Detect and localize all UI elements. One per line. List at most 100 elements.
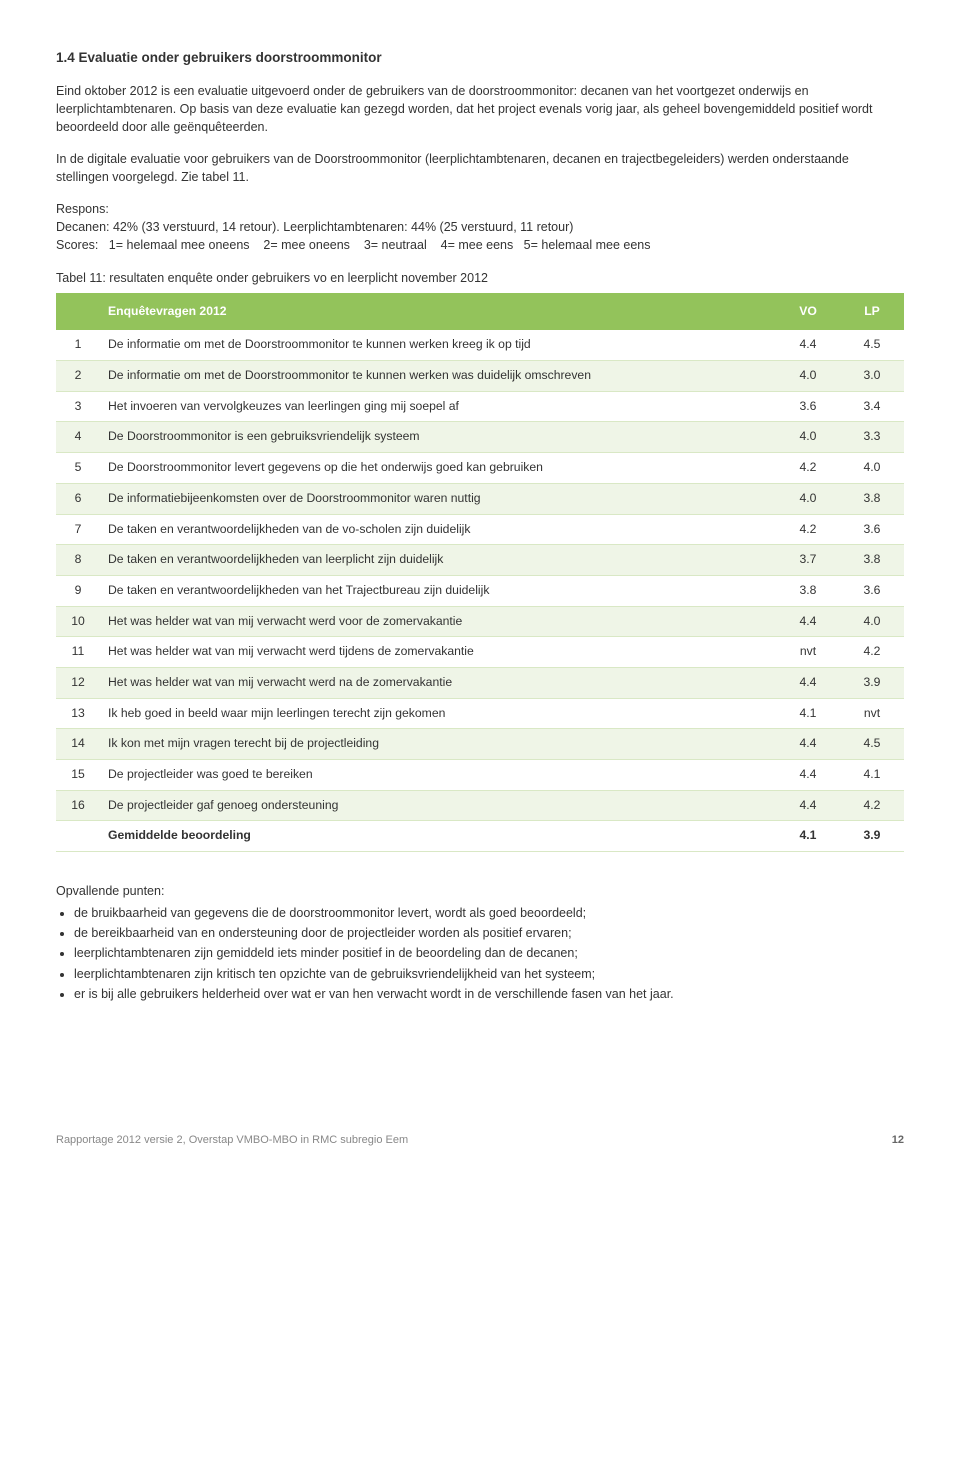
- row-question: Ik kon met mijn vragen terecht bij de pr…: [100, 729, 776, 760]
- row-lp: 3.3: [840, 422, 904, 453]
- row-number: 11: [56, 637, 100, 668]
- row-number: 14: [56, 729, 100, 760]
- row-number: 15: [56, 760, 100, 791]
- row-question: Gemiddelde beoordeling: [100, 821, 776, 852]
- list-item: leerplichtambtenaren zijn kritisch ten o…: [74, 965, 904, 983]
- row-number: 1: [56, 330, 100, 360]
- list-item: de bruikbaarheid van gegevens die de doo…: [74, 904, 904, 922]
- respons-label: Respons:: [56, 200, 904, 218]
- row-question: De projectleider was goed te bereiken: [100, 760, 776, 791]
- row-number: 2: [56, 361, 100, 392]
- row-question: De taken en verantwoordelijkheden van he…: [100, 575, 776, 606]
- table-row: 6De informatiebijeenkomsten over de Door…: [56, 483, 904, 514]
- row-number: 13: [56, 698, 100, 729]
- table-row: 3Het invoeren van vervolgkeuzes van leer…: [56, 391, 904, 422]
- row-vo: 4.0: [776, 483, 840, 514]
- row-number: 10: [56, 606, 100, 637]
- row-lp: 3.9: [840, 667, 904, 698]
- row-question: Het was helder wat van mij verwacht werd…: [100, 637, 776, 668]
- table-header-row: Enquêtevragen 2012 VO LP: [56, 293, 904, 331]
- row-vo: 4.4: [776, 667, 840, 698]
- row-vo: 3.6: [776, 391, 840, 422]
- row-vo: 4.0: [776, 422, 840, 453]
- table-row: 15De projectleider was goed te bereiken4…: [56, 760, 904, 791]
- footer-pagenum: 12: [892, 1133, 904, 1149]
- row-number: 5: [56, 453, 100, 484]
- opvallende-label: Opvallende punten:: [56, 882, 904, 900]
- table-row: 9De taken en verantwoordelijkheden van h…: [56, 575, 904, 606]
- row-question: De taken en verantwoordelijkheden van le…: [100, 545, 776, 576]
- row-question: De taken en verantwoordelijkheden van de…: [100, 514, 776, 545]
- table-header-blank: [56, 293, 100, 331]
- row-vo: 4.4: [776, 790, 840, 821]
- row-number: 12: [56, 667, 100, 698]
- opvallende-section: Opvallende punten: de bruikbaarheid van …: [56, 882, 904, 1003]
- respons-line-1: Decanen: 42% (33 verstuurd, 14 retour). …: [56, 218, 904, 236]
- row-lp: 3.0: [840, 361, 904, 392]
- row-lp: 3.8: [840, 483, 904, 514]
- table-row: 2De informatie om met de Doorstroommonit…: [56, 361, 904, 392]
- row-vo: 4.4: [776, 729, 840, 760]
- row-question: Ik heb goed in beeld waar mijn leerlinge…: [100, 698, 776, 729]
- section-heading: 1.4 Evaluatie onder gebruikers doorstroo…: [56, 48, 904, 68]
- row-number: 8: [56, 545, 100, 576]
- table-row: 13Ik heb goed in beeld waar mijn leerlin…: [56, 698, 904, 729]
- row-lp: 4.2: [840, 637, 904, 668]
- table-row: 1De informatie om met de Doorstroommonit…: [56, 330, 904, 360]
- row-vo: 4.4: [776, 760, 840, 791]
- row-number: 4: [56, 422, 100, 453]
- row-lp: 4.1: [840, 760, 904, 791]
- row-vo: 4.1: [776, 821, 840, 852]
- row-lp: 4.5: [840, 330, 904, 360]
- respons-line-2: Scores: 1= helemaal mee oneens 2= mee on…: [56, 236, 904, 254]
- row-question: De Doorstroommonitor is een gebruiksvrie…: [100, 422, 776, 453]
- row-lp: 4.0: [840, 606, 904, 637]
- row-question: De informatie om met de Doorstroommonito…: [100, 361, 776, 392]
- table-row: 10Het was helder wat van mij verwacht we…: [56, 606, 904, 637]
- row-vo: nvt: [776, 637, 840, 668]
- intro-paragraph-2: In de digitale evaluatie voor gebruikers…: [56, 150, 904, 186]
- row-question: Het invoeren van vervolgkeuzes van leerl…: [100, 391, 776, 422]
- table-header-vo: VO: [776, 293, 840, 331]
- table-header-question: Enquêtevragen 2012: [100, 293, 776, 331]
- row-vo: 4.4: [776, 330, 840, 360]
- table-header-lp: LP: [840, 293, 904, 331]
- row-question: Het was helder wat van mij verwacht werd…: [100, 667, 776, 698]
- table-row: 16De projectleider gaf genoeg ondersteun…: [56, 790, 904, 821]
- table-row: 14Ik kon met mijn vragen terecht bij de …: [56, 729, 904, 760]
- row-lp: 3.8: [840, 545, 904, 576]
- list-item: de bereikbaarheid van en ondersteuning d…: [74, 924, 904, 942]
- row-lp: 3.6: [840, 514, 904, 545]
- respons-block: Respons: Decanen: 42% (33 verstuurd, 14 …: [56, 200, 904, 254]
- table-caption: Tabel 11: resultaten enquête onder gebru…: [56, 269, 904, 287]
- table-row: 7De taken en verantwoordelijkheden van d…: [56, 514, 904, 545]
- row-vo: 4.2: [776, 514, 840, 545]
- row-lp: 4.2: [840, 790, 904, 821]
- table-row: 4De Doorstroommonitor is een gebruiksvri…: [56, 422, 904, 453]
- row-question: De Doorstroommonitor levert gegevens op …: [100, 453, 776, 484]
- row-vo: 4.2: [776, 453, 840, 484]
- page-footer: Rapportage 2012 versie 2, Overstap VMBO-…: [56, 1133, 904, 1149]
- intro-paragraph-1: Eind oktober 2012 is een evaluatie uitge…: [56, 82, 904, 136]
- row-lp: 3.9: [840, 821, 904, 852]
- row-vo: 3.8: [776, 575, 840, 606]
- opvallende-list: de bruikbaarheid van gegevens die de doo…: [56, 904, 904, 1003]
- row-lp: 4.5: [840, 729, 904, 760]
- row-question: De informatiebijeenkomsten over de Doors…: [100, 483, 776, 514]
- row-vo: 4.0: [776, 361, 840, 392]
- table-row: 5De Doorstroommonitor levert gegevens op…: [56, 453, 904, 484]
- row-number: [56, 821, 100, 852]
- row-number: 7: [56, 514, 100, 545]
- table-row: 8De taken en verantwoordelijkheden van l…: [56, 545, 904, 576]
- row-number: 16: [56, 790, 100, 821]
- row-question: De projectleider gaf genoeg ondersteunin…: [100, 790, 776, 821]
- row-vo: 4.4: [776, 606, 840, 637]
- footer-text: Rapportage 2012 versie 2, Overstap VMBO-…: [56, 1133, 408, 1149]
- row-vo: 3.7: [776, 545, 840, 576]
- row-lp: nvt: [840, 698, 904, 729]
- row-vo: 4.1: [776, 698, 840, 729]
- row-number: 6: [56, 483, 100, 514]
- row-number: 3: [56, 391, 100, 422]
- row-lp: 3.4: [840, 391, 904, 422]
- row-number: 9: [56, 575, 100, 606]
